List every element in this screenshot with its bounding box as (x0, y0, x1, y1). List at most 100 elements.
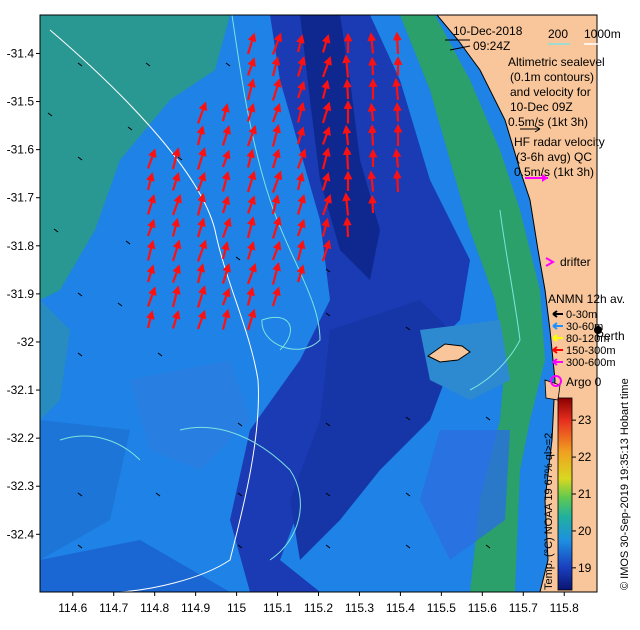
date-label: 10-Dec-2018 (453, 24, 523, 38)
hf-arrow (246, 240, 256, 260)
y-tick-label: -31.5 (7, 95, 35, 109)
hf-arrow (321, 239, 332, 262)
hf-arrow (296, 194, 306, 215)
hf-arrow (221, 170, 231, 192)
hf-arrow (271, 261, 281, 285)
hf-arrow (271, 170, 283, 193)
hf-arrow (196, 239, 208, 262)
depth-200-label: 200 (548, 27, 568, 41)
y-tick-label: -31.8 (7, 239, 35, 253)
hf-arrow (296, 34, 305, 53)
altimetry-arrow (325, 268, 331, 273)
altimetry-arrow (157, 352, 163, 357)
hf-arrow (196, 285, 207, 308)
hf-arrow (146, 264, 156, 283)
hf-arrow (246, 78, 256, 101)
hf-arrow (271, 216, 282, 239)
hf-radar-note: HF radar velocity (3-6h avg) QC 0.5m/s (… (514, 135, 605, 182)
altimetry-note: Altimetric sealevel (0.1m contours) and … (508, 55, 605, 133)
x-axis: 114.6 114.7 114.8 114.9 115 115.1 115.2 115.3 11… (58, 592, 579, 615)
hf-arrow (343, 216, 352, 238)
hf-arrow (221, 308, 231, 330)
altimetry-arrow (405, 416, 411, 421)
hf-arrow (271, 194, 281, 215)
hf-arrow (196, 147, 207, 170)
contour-1000m (49, 29, 259, 592)
argo-marker (550, 375, 562, 387)
altimetry-arrow (117, 302, 123, 307)
land (427, 15, 597, 592)
hf-arrow (321, 147, 331, 170)
altimetry-arrow (225, 62, 231, 67)
colorbar-tick-label: 23 (578, 413, 592, 427)
hf-arrow (146, 172, 155, 191)
perth-marker (594, 326, 602, 334)
altimetry-arrow (77, 62, 83, 67)
hf-arrow (271, 78, 282, 101)
anmn-label: 30-60m (566, 321, 603, 333)
y-tick-label: -31.7 (7, 191, 35, 205)
hf-arrow (171, 285, 181, 308)
hf-arrow (246, 286, 255, 306)
depth-1000-label: 1000m (584, 27, 621, 41)
x-tick-label: 115.5 (427, 601, 456, 615)
hf-arrow (221, 241, 230, 260)
altimetry-arrow (325, 492, 331, 497)
altimetry-arrow (235, 256, 241, 261)
hf-arrow (221, 263, 231, 284)
altimetry-arrow (53, 228, 59, 233)
hf-arrow (392, 169, 402, 193)
hf-arrow (296, 80, 306, 99)
svg-text:(3-6h avg) QC: (3-6h avg) QC (516, 150, 592, 164)
hf-arrow (246, 170, 257, 193)
hf-arrow (271, 148, 281, 169)
y-tick-label: -32.3 (7, 479, 35, 493)
hf-arrow (368, 56, 377, 76)
hf-arrow (296, 172, 305, 191)
hf-arrow (321, 79, 330, 99)
hf-arrow (146, 148, 157, 169)
hf-arrow (296, 101, 306, 123)
altimetry-arrow (485, 416, 491, 421)
svg-text:drifter: drifter (560, 255, 591, 269)
svg-text:and velocity for: and velocity for (510, 85, 591, 99)
x-tick-label: 115.8 (550, 601, 579, 615)
hf-arrow (342, 192, 351, 216)
anmn-label: 300-600m (566, 357, 616, 369)
altimetry-arrow (127, 126, 133, 131)
colorbar-gradient (557, 397, 573, 591)
altimetry-arrow (77, 352, 83, 357)
hf-arrow (296, 148, 307, 169)
y-tick-label: -31.6 (7, 143, 35, 157)
hf-arrow (196, 309, 207, 330)
hf-arrow (296, 126, 306, 145)
altimetry-arrow (77, 156, 83, 161)
hf-arrow (171, 171, 181, 191)
altimetry-arrow (485, 544, 491, 549)
hf-arrow (321, 193, 332, 216)
y-tick-label: -31.9 (7, 287, 35, 301)
hf-arrow (392, 31, 402, 55)
hf-arrow (392, 77, 402, 101)
altimetry-arrow (77, 292, 83, 297)
svg-text:0.5m/s (1kt 3h): 0.5m/s (1kt 3h) (514, 165, 594, 179)
y-axis: -31.4 -31.5 -31.6 -31.7 -31.8 -31.9 -32 -32.1 -3… (7, 46, 40, 541)
hf-arrow (221, 125, 231, 146)
hf-arrow (196, 101, 208, 124)
anmn-label: 0-30m (566, 309, 597, 321)
hf-arrow (146, 218, 156, 237)
altimetry-arrow (405, 326, 411, 331)
colorbar-tick-label: 19 (578, 561, 592, 575)
hf-arrow (196, 263, 206, 284)
altimetry-arrow (237, 422, 243, 427)
x-tick-label: 114.7 (99, 601, 128, 615)
anmn-legend: ANMN 12h av. 0-30m30-60m80-120m150-300m3… (548, 292, 625, 369)
svg-text:Altimetric sealevel: Altimetric sealevel (508, 55, 605, 69)
drifter-marker (545, 257, 556, 267)
altimetry-arrow (325, 422, 331, 427)
hf-arrow (321, 33, 331, 53)
hf-arrow (296, 264, 306, 283)
hf-arrow (246, 308, 257, 331)
hf-arrow (146, 194, 156, 215)
title-pointer (445, 39, 471, 51)
